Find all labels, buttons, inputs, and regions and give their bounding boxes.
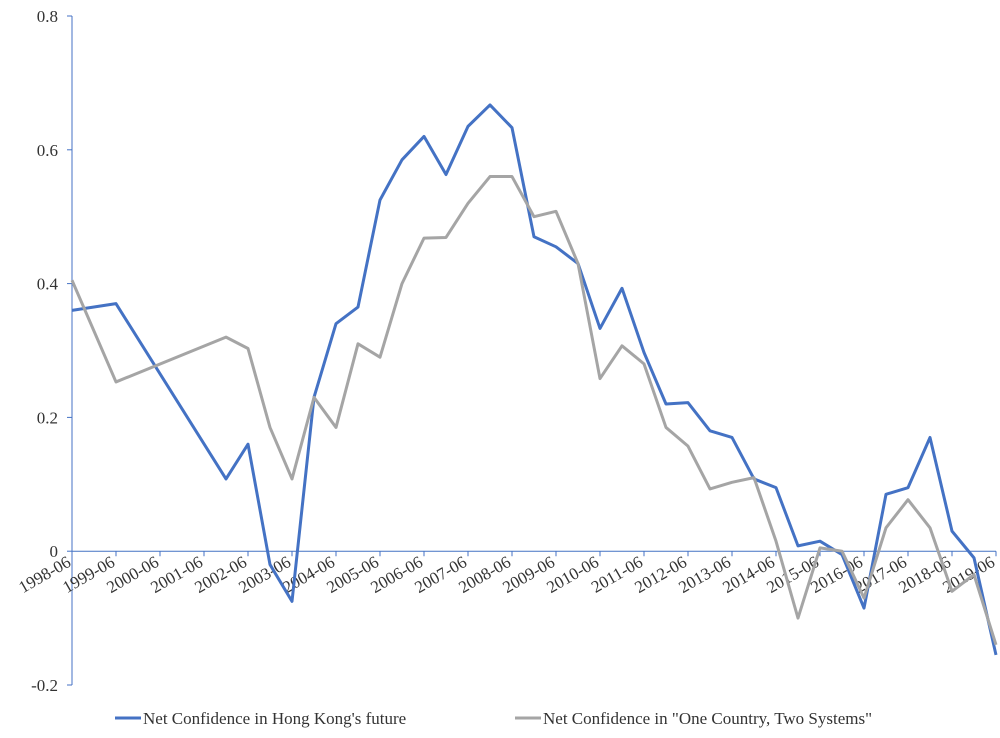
legend-label: Net Confidence in Hong Kong's future: [143, 709, 406, 728]
y-tick-label: 0.2: [37, 408, 58, 427]
y-tick-label: 0: [50, 542, 59, 561]
y-tick-label: 0.6: [37, 141, 58, 160]
legend-label: Net Confidence in "One Country, Two Syst…: [543, 709, 872, 728]
y-tick-label: -0.2: [31, 676, 58, 695]
y-tick-label: 0.4: [37, 275, 59, 294]
series-line: [71, 103, 998, 656]
y-tick-label: 0.8: [37, 7, 58, 26]
series-line: [70, 175, 998, 646]
